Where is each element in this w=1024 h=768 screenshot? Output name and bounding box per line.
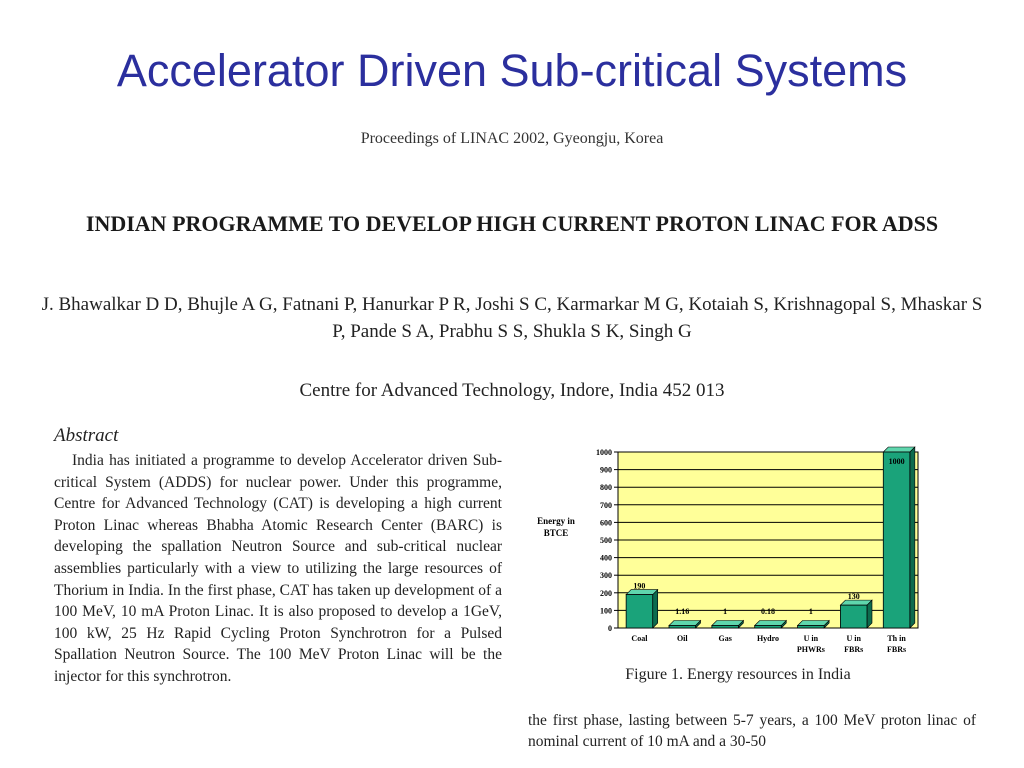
chart-bar	[711, 625, 739, 629]
chart-y-axis-label-line: Energy in	[537, 516, 575, 526]
chart-y-tick-label: 100	[600, 606, 612, 615]
proceedings-line: Proceedings of LINAC 2002, Gyeongju, Kor…	[360, 130, 664, 147]
chart-bar-top	[753, 620, 788, 626]
chart-bar-side	[652, 588, 659, 629]
chart-data-label: 1	[809, 607, 813, 616]
chart-bar-top	[796, 620, 830, 626]
paper-affiliation: Centre for Advanced Technology, Indore, …	[299, 380, 725, 401]
energy-resources-chart: 0 100 200 300 400 500 600 700 800 900 1000 Energy i…	[528, 440, 948, 662]
chart-bar	[625, 594, 654, 629]
chart-bar	[840, 604, 868, 629]
chart-y-axis-label: Energy in BTCE	[537, 516, 575, 538]
chart-y-tick-label: 800	[600, 483, 612, 492]
continuation-text: the first phase, lasting between 5-7 yea…	[528, 712, 976, 750]
abstract-heading: Abstract	[54, 425, 119, 446]
chart-y-tick-label: 400	[600, 554, 612, 563]
chart-y-tick-label: 0	[608, 624, 612, 633]
chart-y-tick-label: 200	[600, 589, 612, 598]
chart-data-label: 1.16	[675, 607, 689, 616]
chart-category-label: Oil	[677, 634, 688, 643]
chart-y-tick-label: 600	[600, 518, 612, 527]
chart-data-label: 130	[848, 592, 860, 601]
chart-category-label: U in	[846, 634, 861, 643]
chart-data-label: 1	[723, 607, 727, 616]
chart-category-label: FBRs	[844, 645, 863, 654]
chart-bar	[882, 451, 911, 629]
chart-category-label: FBRs	[887, 645, 906, 654]
chart-data-label: 1000	[889, 457, 905, 466]
chart-y-axis-label-line: BTCE	[544, 528, 569, 538]
chart-bar-top	[711, 620, 745, 626]
chart-data-label: 190	[633, 582, 645, 591]
chart-bar-top	[668, 620, 702, 626]
chart-bar	[668, 625, 696, 629]
chart-bar	[754, 625, 782, 629]
chart-bar	[797, 625, 825, 629]
slide-title: Accelerator Driven Sub-critical Systems	[116, 45, 908, 96]
chart-y-tick-label: 1000	[596, 448, 612, 457]
chart-y-tick-label: 500	[600, 536, 612, 545]
chart-category-label: Coal	[631, 634, 648, 643]
figure-caption: Figure 1. Energy resources in India	[625, 666, 851, 683]
chart-category-label: Hydro	[757, 634, 779, 643]
chart-category-label: Th in	[887, 634, 906, 643]
abstract-text: India has initiated a programme to devel…	[54, 452, 502, 685]
paper-authors: J. Bhawalkar D D, Bhujle A G, Fatnani P,…	[41, 294, 983, 342]
chart-bar-top	[882, 446, 916, 453]
chart-y-tick-label: 700	[600, 501, 612, 510]
chart-bar-side	[909, 446, 916, 629]
chart-data-label: 0.18	[761, 607, 775, 616]
chart-category-label: Gas	[718, 634, 731, 643]
paper-title: INDIAN PROGRAMME TO DEVELOP HIGH CURRENT…	[85, 211, 939, 236]
energy-chart-svg: 0 100 200 300 400 500 600 700 800 900 1000 Energy i…	[537, 446, 919, 654]
chart-category-label: U in	[804, 634, 819, 643]
chart-category-label: PHWRs	[797, 645, 825, 654]
chart-y-tick-label: 300	[600, 571, 612, 580]
chart-y-tick-label: 900	[600, 466, 612, 475]
